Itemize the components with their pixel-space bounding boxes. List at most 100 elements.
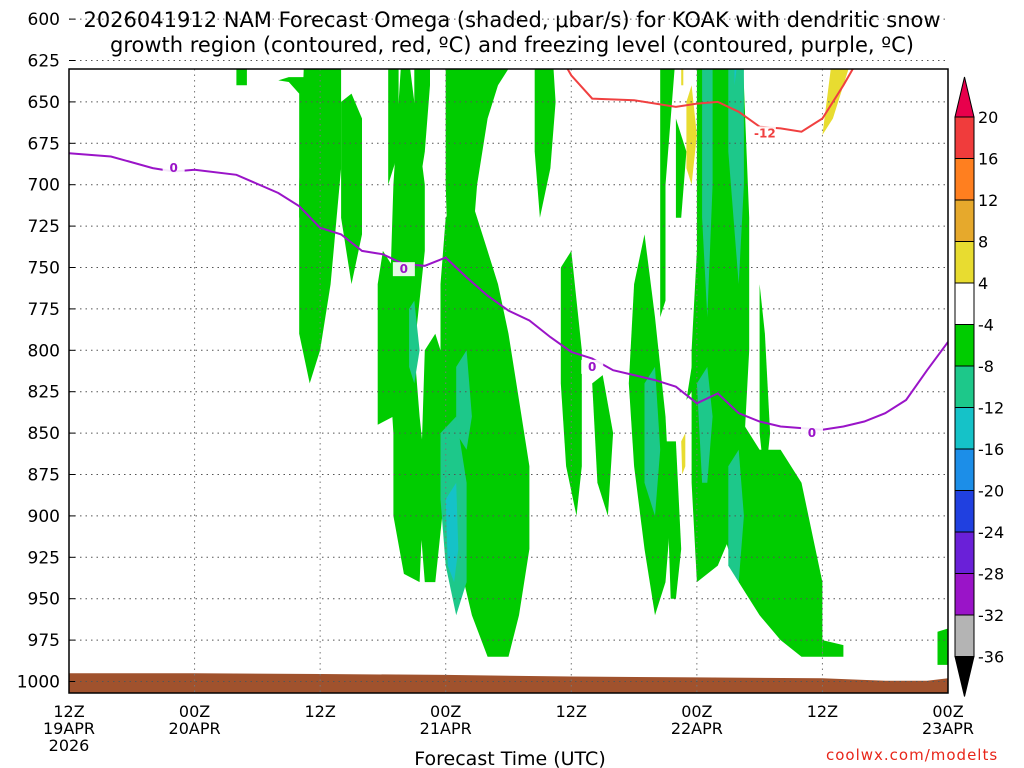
colorbar-segment: [954, 158, 975, 201]
y-tick-label: 650: [28, 93, 60, 113]
x-tick-label: 12Z: [53, 702, 84, 721]
y-tick-label: 925: [28, 548, 60, 568]
x-tick-label: 00Z: [179, 702, 210, 721]
x-tick-label: 21APR: [420, 719, 472, 738]
y-tick-label: 725: [28, 217, 60, 237]
y-tick-label: 600: [28, 10, 60, 30]
colorbar-top-arrow: [954, 76, 975, 118]
omega-region-33: [705, 0, 710, 52]
omega-region-21: [780, 466, 791, 566]
y-tick-label: 700: [28, 176, 60, 196]
contour-label-bg: [581, 359, 604, 374]
contour-label: 0: [169, 161, 177, 175]
omega-region-26: [456, 350, 472, 450]
omega-region-4: [377, 250, 394, 425]
omega-region-17: [675, 118, 687, 218]
x-tick-label: 12Z: [807, 702, 838, 721]
colorbar-label: 8: [978, 233, 988, 252]
omega-region-15: [665, 441, 682, 599]
colorbar-segment: [954, 448, 975, 491]
colorbar-segment: [954, 282, 975, 325]
y-tick-label: 625: [28, 52, 60, 72]
omega-region-30: [728, 69, 744, 285]
omega-region-0: [236, 69, 247, 86]
title-line-2: growth region (contoured, red, ºC) and f…: [110, 33, 914, 57]
x-tick-label: 12Z: [304, 702, 335, 721]
colorbar-label: 12: [978, 191, 998, 210]
omega-region-31: [728, 449, 744, 583]
colorbar-label: -36: [978, 648, 1004, 667]
colorbar-segment: [954, 407, 975, 450]
contour-label-bg: [162, 161, 185, 176]
colorbar-segment: [954, 573, 975, 616]
omega-region-8: [419, 333, 446, 583]
y-tick-label: 975: [28, 631, 60, 651]
omega-region-34: [734, 69, 737, 86]
colorbar-label: -32: [978, 606, 1004, 625]
contour-label: -18: [759, 32, 781, 46]
x-tick-label: 00Z: [932, 702, 963, 721]
ground-layer: [69, 673, 948, 693]
omega-region-3: [341, 93, 362, 285]
colorbar-segment: [954, 365, 975, 408]
contour-label: -12: [754, 126, 776, 140]
y-tick-label: 775: [28, 300, 60, 320]
y-tick-label: 950: [28, 590, 60, 610]
omega-region-13: [592, 375, 614, 516]
ground-fill: [69, 673, 948, 693]
y-tick-label: 875: [28, 466, 60, 486]
omega-region-22: [822, 640, 844, 657]
colorbar-segment: [954, 324, 975, 367]
omega-region-16: [660, 69, 675, 318]
contour-line-1: [488, 0, 948, 36]
colorbar-label: -28: [978, 565, 1004, 584]
x-tick-label: 23APR: [922, 719, 974, 738]
omega-shading-layer: [236, 0, 948, 665]
contour-label: 0: [588, 360, 596, 374]
omega-region-37: [681, 69, 684, 86]
x-tick-label: 12Z: [556, 702, 587, 721]
title-line-1: 2026041912 NAM Forecast Omega (shaded, μ…: [83, 8, 941, 32]
credit-text: coolwx.com/modelts: [826, 746, 999, 764]
colorbar-label: -4: [978, 316, 994, 335]
omega-region-38: [681, 433, 686, 475]
omega-region-6: [388, 69, 425, 583]
y-tick-label: 850: [28, 424, 60, 444]
y-tick-label: 675: [28, 134, 60, 154]
y-tick-label: 900: [28, 507, 60, 527]
colorbar-bottom-arrow: [954, 656, 975, 697]
colorbar-segment: [954, 116, 975, 159]
contour-label-bg: [800, 426, 823, 441]
colorbar-segment: [954, 241, 975, 284]
colorbar-label: -24: [978, 523, 1004, 542]
chart-title: 2026041912 NAM Forecast Omega (shaded, μ…: [0, 8, 1024, 58]
colorbar: 20 16 12 8 4 -4 -8 -12 -16 -20 -24 -28 -32 -36: [954, 76, 1004, 697]
contour-label-bg: [392, 262, 415, 277]
x-tick-label: 20APR: [169, 719, 221, 738]
colorbar-segment: [954, 614, 975, 657]
colorbar-segment: [954, 490, 975, 533]
colorbar-label: -16: [978, 440, 1004, 459]
contour-line-0: [566, 69, 854, 133]
y-tick-label: 800: [28, 341, 60, 361]
y-tick-label: 1000: [17, 673, 60, 693]
y-tick-label: 750: [28, 259, 60, 279]
y-tick-label: 825: [28, 383, 60, 403]
contour-label: 0: [808, 426, 816, 440]
contour-label: 0: [400, 262, 408, 276]
colorbar-label: -12: [978, 399, 1004, 418]
plot-frame: [68, 68, 949, 694]
grid-layer: [68, 18, 949, 693]
omega-region-35: [822, 69, 849, 135]
omega-region-28: [696, 366, 713, 483]
omega-region-7: [414, 69, 430, 185]
x-tick-label: 2026: [49, 736, 90, 755]
omega-region-36: [686, 85, 697, 185]
omega-region-29: [702, 69, 713, 318]
x-tick-label: 00Z: [430, 702, 461, 721]
omega-region-11: [534, 69, 556, 218]
contour-label-bg: [753, 126, 776, 141]
omega-region-23: [937, 628, 948, 665]
